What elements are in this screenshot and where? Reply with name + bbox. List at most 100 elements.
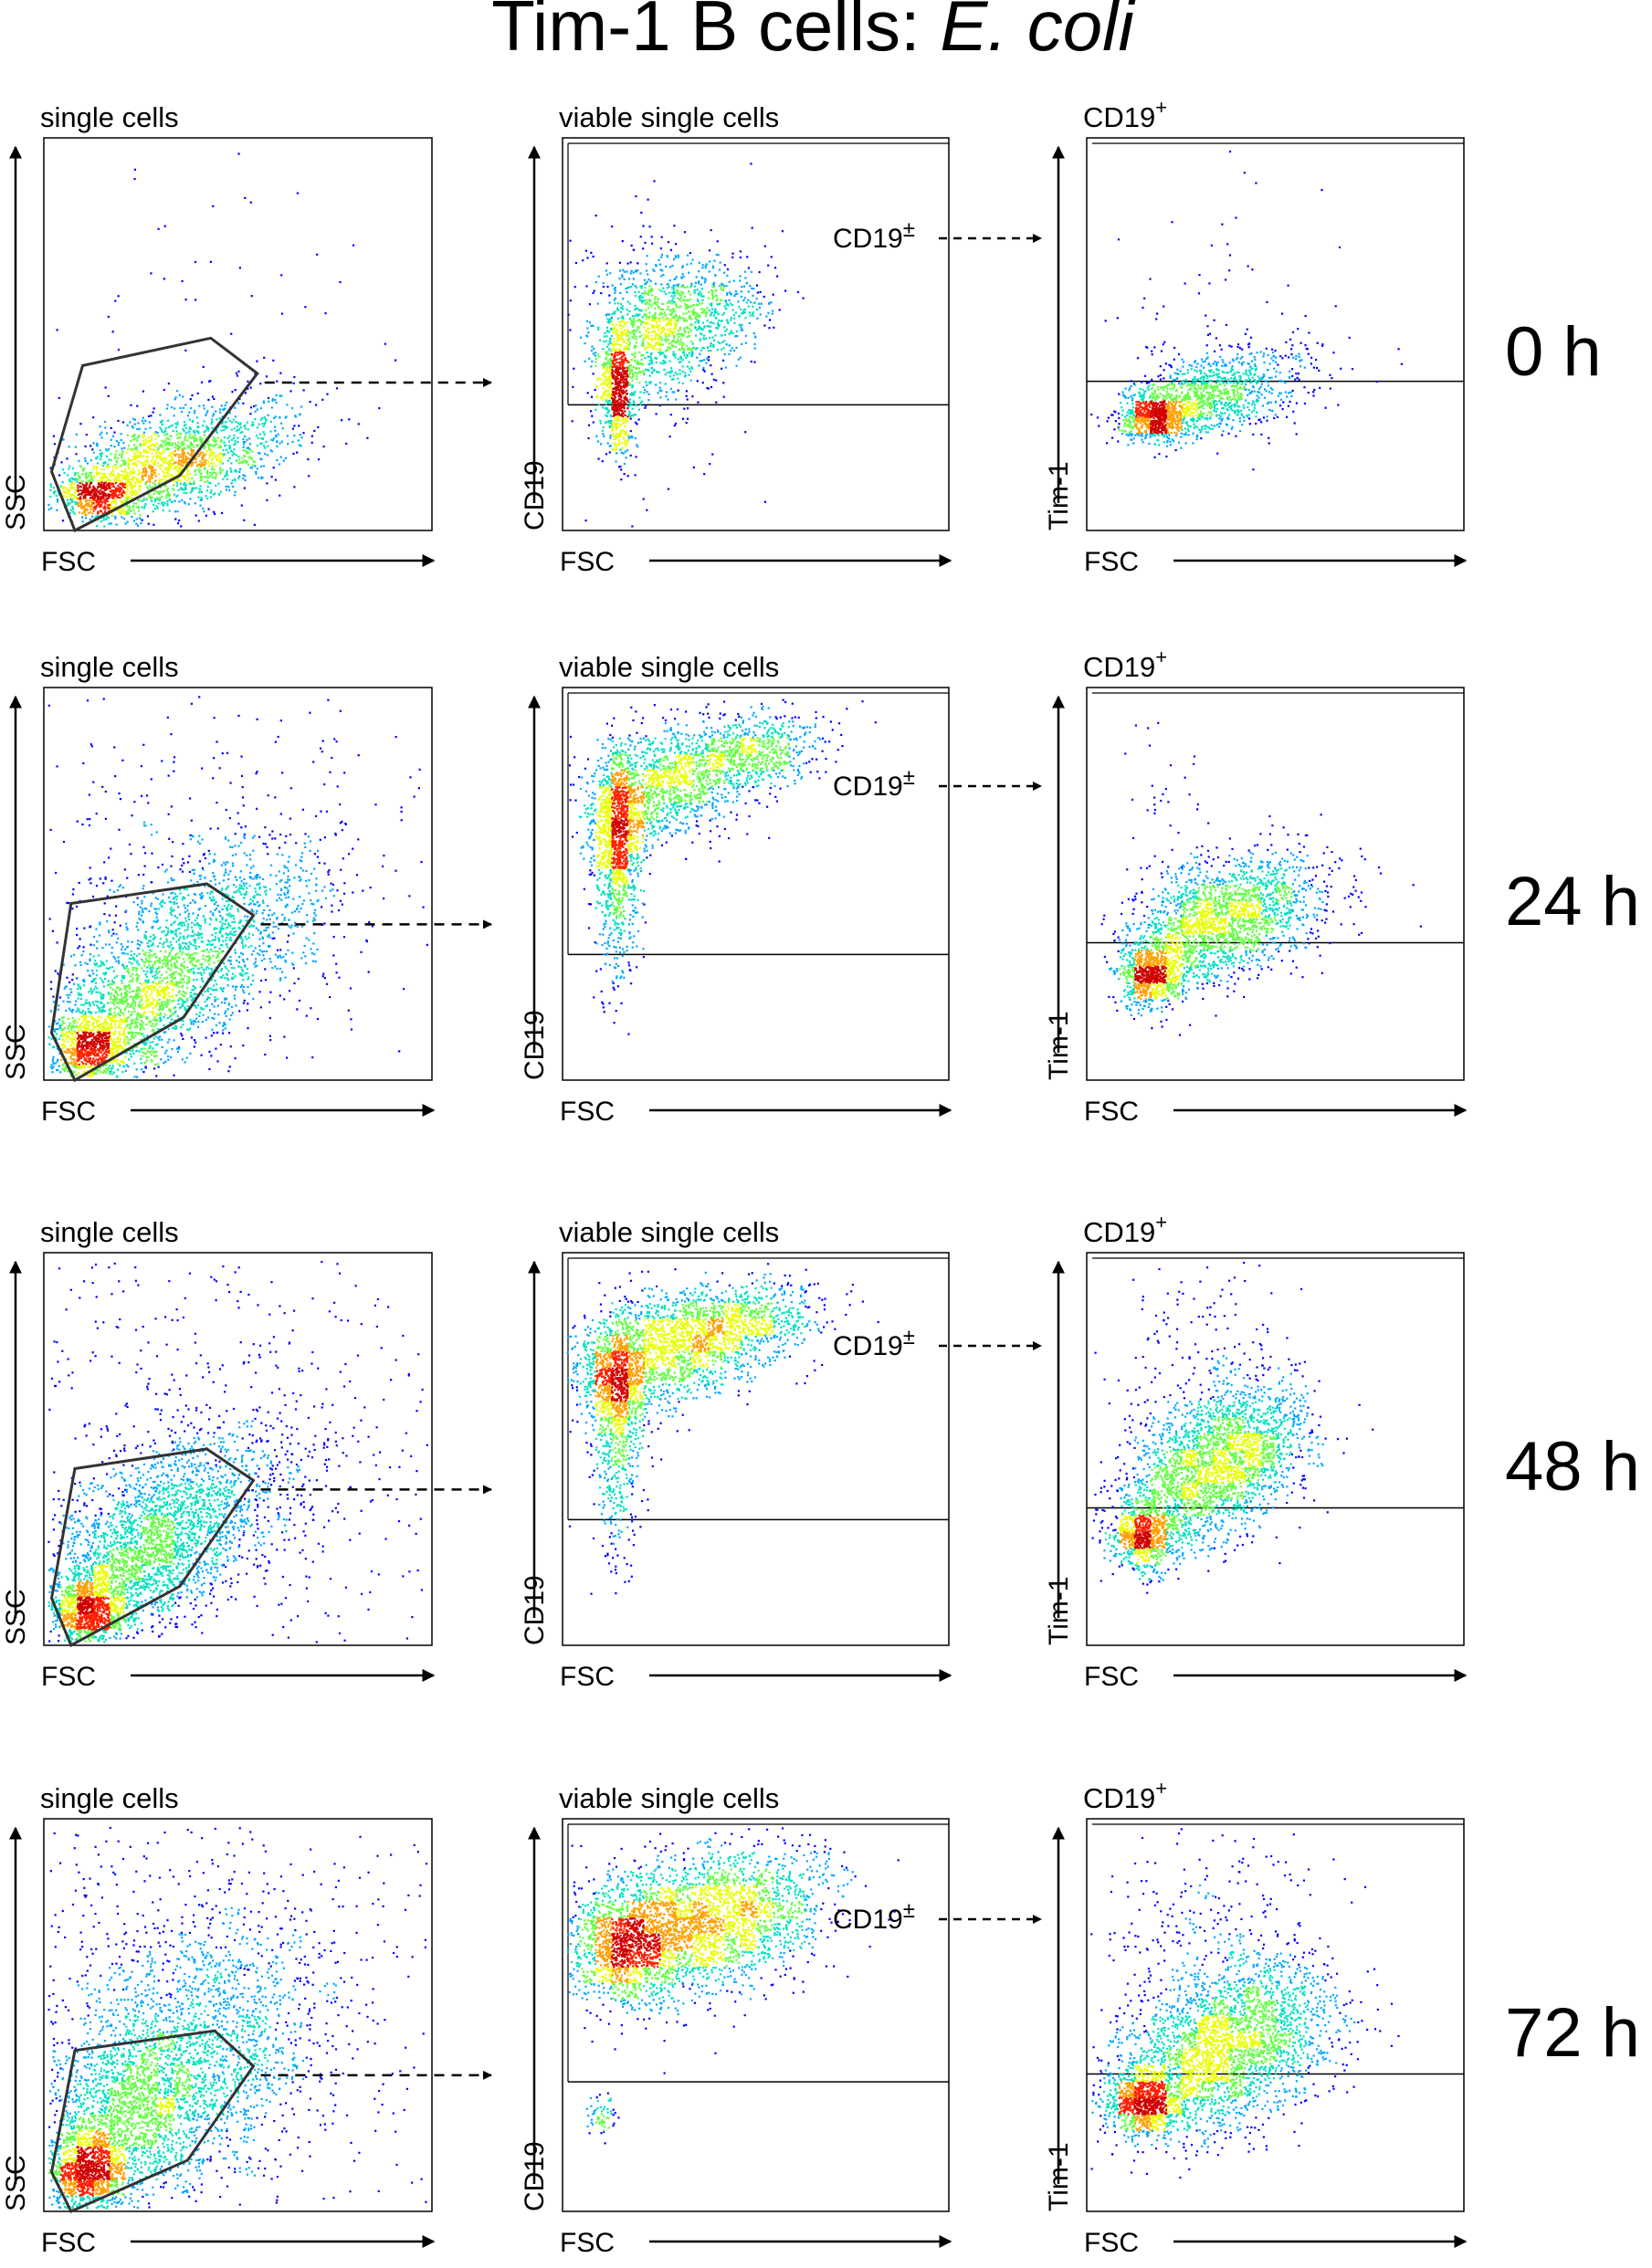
data-point: [125, 492, 127, 494]
data-point: [171, 501, 173, 503]
data-point: [180, 456, 182, 457]
data-point: [358, 423, 360, 425]
data-point: [163, 389, 165, 391]
data-point: [712, 337, 714, 339]
data-point: [696, 348, 698, 350]
data-point: [191, 449, 193, 451]
data-point: [118, 442, 120, 444]
data-point: [746, 301, 748, 303]
data-point: [723, 396, 725, 398]
data-point: [619, 262, 621, 264]
data-point: [234, 427, 236, 429]
data-point: [768, 327, 770, 329]
data-point: [598, 356, 600, 358]
data-point: [171, 475, 173, 477]
data-point: [132, 494, 133, 496]
data-point: [153, 407, 155, 409]
data-point: [180, 433, 182, 435]
data-point: [694, 292, 696, 294]
data-point: [149, 485, 151, 487]
data-point: [628, 414, 630, 415]
data-point: [626, 449, 628, 451]
data-point: [667, 399, 668, 401]
data-point: [261, 443, 263, 445]
data-point: [194, 435, 195, 436]
data-point: [215, 465, 216, 467]
data-point: [93, 466, 95, 467]
data-point: [213, 436, 215, 438]
data-point: [199, 469, 201, 471]
data-point: [702, 382, 704, 383]
data-point: [738, 306, 740, 308]
data-point: [270, 431, 272, 433]
data-point: [197, 468, 199, 470]
data-point: [97, 462, 99, 464]
data-point: [177, 449, 179, 451]
data-point: [180, 488, 182, 489]
data-point: [162, 470, 163, 472]
data-point: [210, 496, 212, 498]
data-point: [761, 303, 763, 305]
data-point: [146, 481, 148, 483]
data-point: [112, 486, 114, 488]
data-point: [730, 331, 731, 333]
data-point: [190, 407, 192, 409]
data-point: [607, 402, 609, 404]
data-point: [744, 311, 746, 313]
data-point: [211, 474, 213, 476]
data-point: [82, 480, 84, 482]
data-point: [640, 212, 642, 214]
data-point: [238, 428, 240, 430]
data-point: [89, 511, 91, 513]
data-point: [749, 285, 751, 287]
data-point: [89, 519, 91, 520]
data-point: [620, 478, 622, 480]
data-point: [206, 410, 208, 412]
data-point: [211, 468, 213, 470]
data-point: [723, 272, 725, 274]
data-point: [125, 471, 127, 473]
data-point: [279, 416, 280, 418]
data-point: [151, 460, 153, 462]
data-point: [614, 310, 616, 312]
data-point: [632, 385, 634, 387]
data-point: [591, 350, 593, 352]
data-point: [154, 480, 156, 482]
data-point: [129, 505, 131, 507]
data-point: [797, 291, 799, 293]
data-point: [204, 467, 205, 468]
data-point: [222, 463, 224, 465]
data-point: [88, 512, 89, 514]
data-point: [687, 365, 689, 367]
data-point: [293, 425, 295, 426]
data-point: [635, 437, 637, 439]
data-point: [182, 456, 184, 457]
data-point: [271, 406, 273, 408]
data-point: [190, 437, 192, 439]
data-point: [203, 510, 205, 512]
data-point: [763, 324, 765, 326]
data-point: [214, 468, 216, 470]
data-point: [192, 488, 194, 489]
data-point: [736, 331, 738, 332]
data-point: [655, 283, 657, 285]
data-point: [647, 199, 649, 201]
data-point: [80, 494, 82, 496]
data-point: [134, 454, 136, 456]
data-point: [239, 432, 241, 434]
data-point: [101, 436, 103, 438]
data-point: [115, 491, 117, 493]
data-point: [159, 414, 161, 415]
data-point: [89, 474, 90, 476]
data-point: [159, 445, 161, 446]
data-point: [112, 468, 114, 470]
data-point: [238, 462, 240, 464]
data-point: [311, 436, 313, 437]
data-point: [593, 325, 595, 327]
data-point: [756, 318, 758, 320]
data-point: [635, 305, 637, 307]
data-point: [205, 425, 207, 427]
data-point: [590, 365, 592, 367]
data-point: [252, 465, 254, 467]
data-point: [168, 467, 170, 469]
